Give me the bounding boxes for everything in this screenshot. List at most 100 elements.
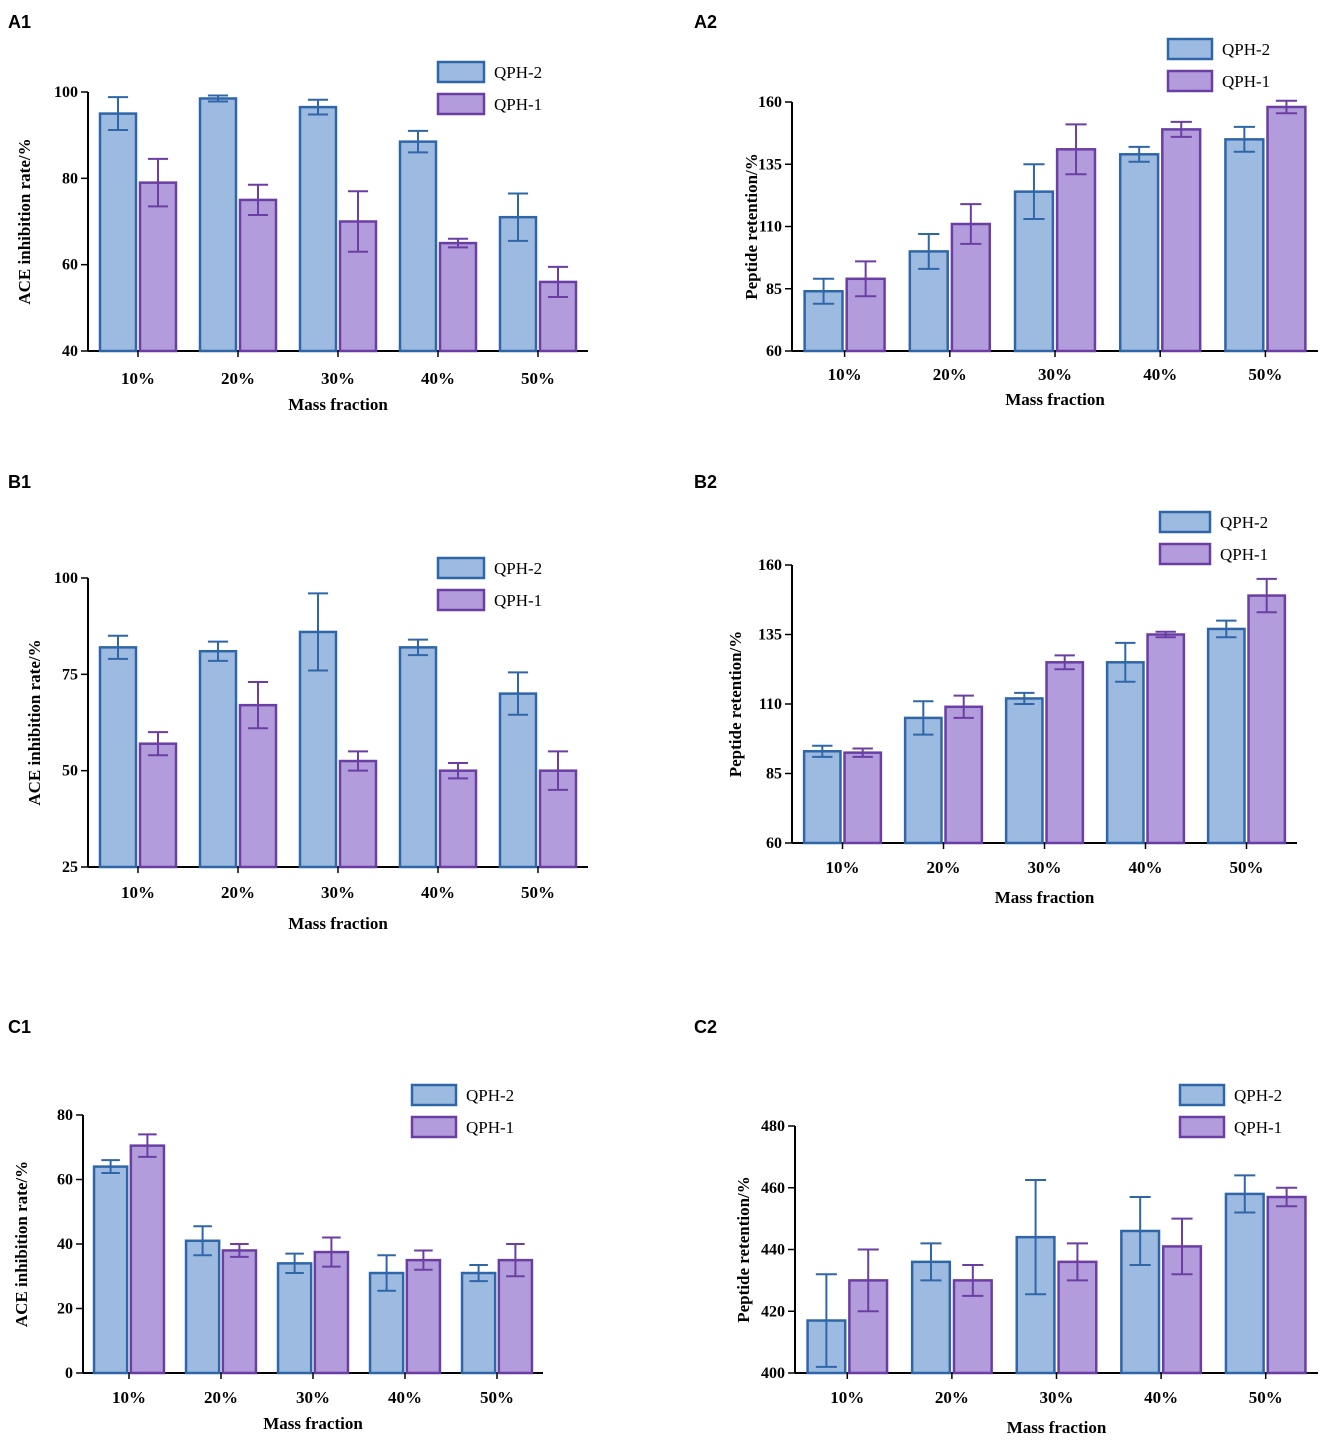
y-tick-label: 85 xyxy=(766,766,782,783)
chart-panel-a1: A1 40 60 80 100 10% 20% 30% 40% 50% Mass fraction A… xyxy=(8,12,588,414)
legend-label: QPH-2 xyxy=(1222,40,1270,59)
bar-qph-2 xyxy=(398,140,438,353)
x-tick-label: 10% xyxy=(112,1388,146,1407)
bar-qph-2 xyxy=(802,750,842,845)
legend-label: QPH-1 xyxy=(466,1118,514,1137)
legend-swatch-qph-2 xyxy=(436,556,486,580)
x-tick-label: 20% xyxy=(204,1388,238,1407)
bar-qph-2 xyxy=(1004,697,1044,845)
bar-qph-2 xyxy=(92,1165,129,1375)
bar-qph-2 xyxy=(98,112,138,353)
legend-swatch-qph-2 xyxy=(436,60,486,84)
bar-qph-1 xyxy=(843,751,883,845)
x-tick-label: 10% xyxy=(121,883,155,902)
bar-qph-1 xyxy=(138,742,178,869)
bar-qph-1 xyxy=(944,705,984,845)
bar-qph-1 xyxy=(1266,1195,1307,1375)
legend-swatch-qph-1 xyxy=(1178,1115,1226,1139)
x-axis-title: Mass fraction xyxy=(1007,1418,1107,1437)
legend-swatch-qph-2 xyxy=(410,1083,458,1107)
panel-label: C2 xyxy=(694,1017,717,1037)
bar-qph-1 xyxy=(138,181,178,353)
y-tick-label: 50 xyxy=(62,763,78,780)
legend-swatch-qph-2 xyxy=(1166,37,1214,61)
legend-swatch-qph-1 xyxy=(436,588,486,612)
chart-panel-c2: C2 400 420 440 460 480 10% 20% 30% 40% 50% Mass fra… xyxy=(694,1017,1318,1437)
y-tick-label: 100 xyxy=(54,84,78,101)
bar-qph-1 xyxy=(497,1258,534,1375)
y-axis-title: ACE inhibition rate/% xyxy=(25,639,44,805)
bar-qph-2 xyxy=(98,646,138,869)
bar-qph-1 xyxy=(538,769,578,869)
panel-label: C1 xyxy=(8,1017,31,1037)
bar-qph-1 xyxy=(1161,128,1202,353)
x-tick-label: 20% xyxy=(933,365,967,384)
x-tick-label: 20% xyxy=(935,1388,969,1407)
y-axis-title: Peptide retention/% xyxy=(726,631,745,778)
x-tick-label: 30% xyxy=(1028,858,1062,877)
y-tick-label: 135 xyxy=(758,156,782,173)
x-tick-label: 40% xyxy=(1144,1388,1178,1407)
legend-label: QPH-2 xyxy=(1220,513,1268,532)
bar-qph-1 xyxy=(845,277,886,353)
legend-swatch-qph-1 xyxy=(410,1115,458,1139)
bar-qph-2 xyxy=(1224,138,1265,353)
y-tick-label: 75 xyxy=(62,666,78,683)
x-tick-label: 30% xyxy=(296,1388,330,1407)
legend-label: QPH-1 xyxy=(494,591,542,610)
y-tick-label: 40 xyxy=(57,1236,73,1253)
y-tick-label: 480 xyxy=(761,1118,785,1135)
y-tick-label: 20 xyxy=(57,1301,73,1318)
bar-qph-1 xyxy=(238,703,278,869)
x-axis-title: Mass fraction xyxy=(1005,390,1105,409)
x-tick-label: 40% xyxy=(421,883,455,902)
y-tick-label: 60 xyxy=(766,343,782,360)
bar-qph-2 xyxy=(184,1239,221,1375)
y-tick-label: 160 xyxy=(758,94,782,111)
y-axis-title: ACE inhibition rate/% xyxy=(12,1161,31,1327)
x-axis-title: Mass fraction xyxy=(288,914,388,933)
y-axis-title: Peptide retention/% xyxy=(734,1176,753,1323)
x-tick-label: 50% xyxy=(1249,1388,1283,1407)
x-tick-label: 20% xyxy=(927,858,961,877)
bar-qph-1 xyxy=(405,1258,442,1375)
y-axis-title: ACE inhibition rate/% xyxy=(15,138,34,304)
x-tick-label: 30% xyxy=(1040,1388,1074,1407)
x-tick-label: 20% xyxy=(221,883,255,902)
x-tick-label: 50% xyxy=(1248,365,1282,384)
x-tick-label: 30% xyxy=(321,883,355,902)
chart-panel-b1: B1 25 50 75 100 10% 20% 30% 40% 50% Mass fraction A… xyxy=(8,472,588,933)
x-tick-label: 50% xyxy=(521,883,555,902)
bar-qph-1 xyxy=(221,1249,258,1375)
bar-qph-2 xyxy=(1118,153,1160,353)
y-axis-title: Peptide retention/% xyxy=(742,153,761,300)
y-tick-label: 110 xyxy=(759,696,782,713)
y-tick-label: 80 xyxy=(62,170,78,187)
x-axis-title: Mass fraction xyxy=(263,1414,363,1433)
bar-qph-1 xyxy=(238,198,278,353)
x-tick-label: 10% xyxy=(828,365,862,384)
chart-panel-b2: B2 60 85 110 135 160 10% 20% 30% 40% 50% Mass fract… xyxy=(694,472,1297,907)
legend-swatch-qph-2 xyxy=(1178,1083,1226,1107)
legend-swatch-qph-1 xyxy=(1158,542,1212,566)
chart-panel-c1: C1 0 20 40 60 80 10% 20% 30% 40% 50% Mass fraction A… xyxy=(8,1017,543,1433)
legend-label: QPH-2 xyxy=(1234,1086,1282,1105)
legend-label: QPH-2 xyxy=(494,559,542,578)
x-tick-label: 50% xyxy=(521,369,555,388)
x-tick-label: 30% xyxy=(321,369,355,388)
bar-qph-1 xyxy=(1266,105,1307,353)
bar-qph-2 xyxy=(198,649,238,869)
legend-label: QPH-1 xyxy=(1234,1118,1282,1137)
bar-qph-2 xyxy=(1224,1192,1265,1375)
x-tick-label: 50% xyxy=(1230,858,1264,877)
y-tick-label: 60 xyxy=(766,835,782,852)
bar-qph-2 xyxy=(1015,1235,1056,1375)
bar-qph-2 xyxy=(498,692,538,869)
y-tick-label: 85 xyxy=(766,281,782,298)
bar-qph-1 xyxy=(129,1144,166,1375)
y-tick-label: 400 xyxy=(761,1365,785,1382)
bar-qph-2 xyxy=(298,105,338,353)
bar-qph-1 xyxy=(1055,148,1097,353)
bar-qph-2 xyxy=(398,646,438,869)
